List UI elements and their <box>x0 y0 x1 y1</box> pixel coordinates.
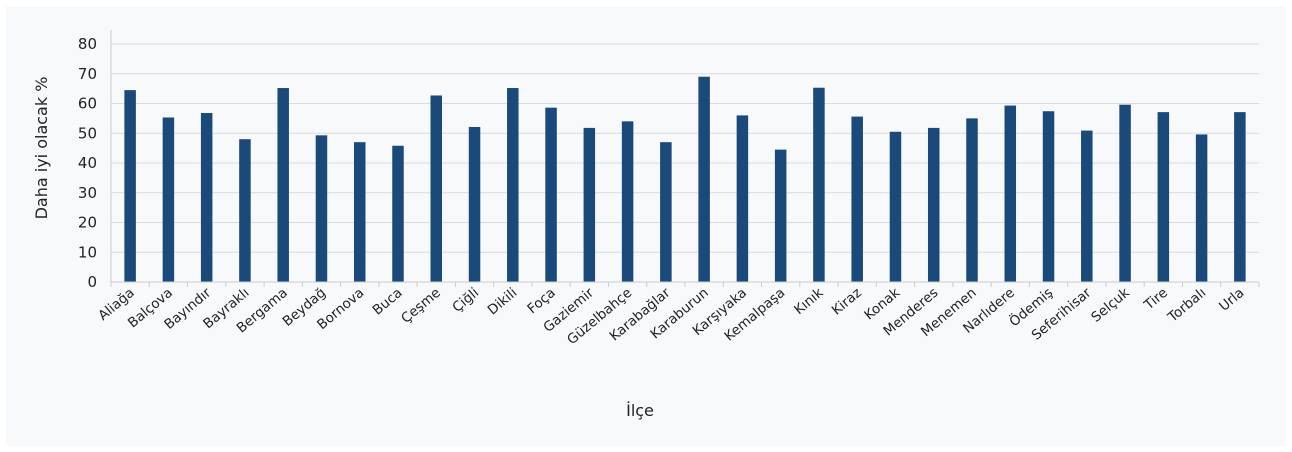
x-tick-label: Tire <box>1141 285 1171 314</box>
y-tick-label: 0 <box>87 273 97 291</box>
y-tick-label: 60 <box>78 95 97 113</box>
bar <box>277 88 289 282</box>
bar <box>851 116 863 282</box>
bar <box>468 127 481 282</box>
x-tick-label: Torbalı <box>1164 285 1209 326</box>
bar <box>1157 112 1170 282</box>
bar <box>736 115 749 283</box>
bar <box>660 142 672 282</box>
y-axis-title: Daha iyi olacak % <box>32 77 51 220</box>
y-tick-label: 20 <box>78 214 97 232</box>
bar <box>583 127 596 283</box>
chart-panel <box>6 6 1286 446</box>
x-tick-label: Çiğli <box>449 285 482 316</box>
bar <box>1081 130 1093 282</box>
gridlines <box>111 43 1259 253</box>
bar <box>162 117 175 282</box>
y-tick-label: 50 <box>78 124 97 142</box>
bar <box>124 90 136 282</box>
x-tick-label: Dikili <box>485 285 521 319</box>
bar <box>239 139 251 282</box>
bar <box>315 135 328 282</box>
bars <box>124 76 1246 283</box>
x-tick-labels: AliağaBalçovaBayındırBayraklıBergamaBeyd… <box>95 283 1247 348</box>
bar <box>545 107 557 282</box>
bar <box>430 95 443 282</box>
y-tick-label: 40 <box>78 154 97 172</box>
x-tick-label: Çeşme <box>398 285 444 327</box>
x-tick-label: Kiraz <box>829 285 865 319</box>
y-tick-label: 10 <box>78 243 97 261</box>
axes <box>110 30 1260 287</box>
bar <box>1195 134 1208 282</box>
bar <box>1004 105 1017 283</box>
y-tick-label: 80 <box>78 35 97 53</box>
bar <box>813 87 825 282</box>
bar <box>1119 104 1131 282</box>
bar <box>774 149 787 282</box>
y-tick-label: 30 <box>78 184 97 202</box>
bar <box>392 145 404 282</box>
bar <box>1042 111 1055 282</box>
y-tick-labels: 0 10 20 30 40 50 60 70 80 <box>78 35 97 291</box>
x-tick-label: Selçuk <box>1088 285 1132 326</box>
bar <box>200 113 213 283</box>
x-tick-label: Urla <box>1216 285 1247 315</box>
bar <box>927 127 940 283</box>
bar <box>621 121 634 282</box>
x-axis-title: İlçe <box>626 401 654 420</box>
bar <box>966 118 978 282</box>
bar <box>698 76 710 282</box>
bar <box>889 131 902 282</box>
bar <box>353 142 366 282</box>
bar <box>507 88 519 282</box>
bar <box>1234 112 1246 282</box>
x-tick-label: Kınık <box>791 285 826 318</box>
y-tick-label: 70 <box>78 65 97 83</box>
